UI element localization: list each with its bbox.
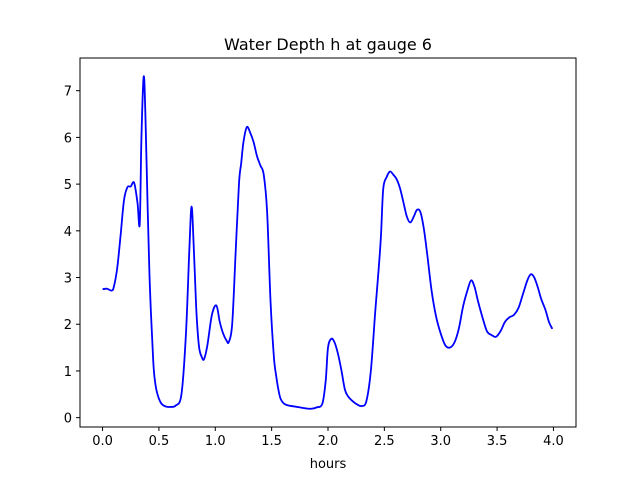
y-tick-label: 0 bbox=[64, 412, 72, 427]
axes-frame bbox=[79, 57, 577, 428]
x-tick-label: 2.5 bbox=[374, 434, 395, 449]
x-tick-label: 3.0 bbox=[430, 434, 451, 449]
x-tick-label: 1.5 bbox=[261, 434, 282, 449]
y-tick-label: 1 bbox=[64, 365, 72, 380]
axis-ticks: 0.0 0.5 1.0 1.5 2.0 2.5 3.0 3.5 4.0 0 1 2 3 4 5 6 7 bbox=[64, 85, 564, 449]
y-tick-label: 3 bbox=[64, 272, 72, 287]
y-tick-label: 4 bbox=[64, 225, 72, 240]
series-line-0 bbox=[102, 75, 554, 410]
x-tick-label: 2.0 bbox=[318, 434, 339, 449]
y-tick-label: 5 bbox=[64, 178, 72, 193]
x-tick-label: 4.0 bbox=[543, 434, 564, 449]
x-tick-label: 0.0 bbox=[92, 434, 113, 449]
chart-title: Water Depth h at gauge 6 bbox=[224, 35, 432, 54]
y-tick-label: 7 bbox=[64, 85, 72, 100]
plot-area bbox=[102, 75, 554, 410]
x-tick-label: 3.5 bbox=[487, 434, 508, 449]
x-tick-label: 1.0 bbox=[205, 434, 226, 449]
y-tick-label: 2 bbox=[64, 318, 72, 333]
x-axis-label: hours bbox=[310, 457, 347, 472]
y-tick-label: 6 bbox=[64, 131, 72, 146]
x-tick-label: 0.5 bbox=[149, 434, 170, 449]
